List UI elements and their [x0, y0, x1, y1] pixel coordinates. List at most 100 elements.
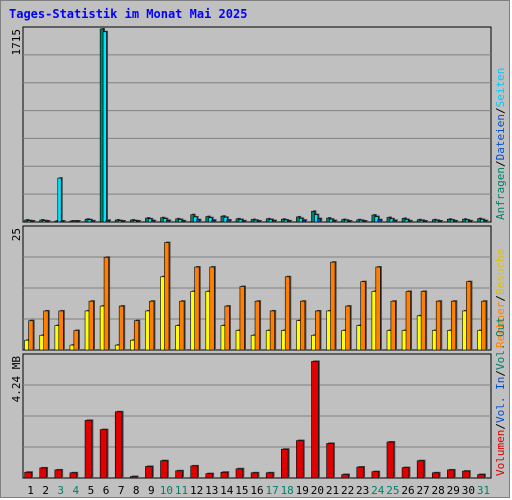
bar-seiten-6	[105, 220, 110, 223]
x-tick-label-31: 31	[477, 484, 490, 497]
panel-top	[22, 26, 492, 223]
bar-rechner-24	[375, 266, 381, 351]
bar-rechner-18	[284, 276, 291, 351]
bar-rechner-22	[345, 305, 351, 351]
bar-rechner-23	[360, 281, 366, 351]
x-tick-label-19: 19	[296, 484, 309, 497]
bar-seiten-7	[120, 220, 125, 223]
bar-rechner-29	[450, 300, 457, 351]
bar-shadow	[74, 220, 78, 221]
bar-shadow	[288, 219, 293, 221]
bar-rechner-25	[390, 300, 396, 351]
bar-seiten-12	[196, 219, 201, 223]
bar-seiten-26	[407, 220, 412, 223]
legend-item: /	[494, 295, 507, 302]
bar-volumen-12	[190, 465, 198, 479]
bar-volumen-13	[205, 473, 213, 479]
bar-shadow	[258, 220, 262, 221]
bar-rechner-17	[269, 310, 275, 351]
x-tick-label-14: 14	[220, 484, 234, 497]
bar-shadow	[71, 220, 75, 221]
bar-seiten-2	[45, 220, 50, 223]
bar-shadow	[243, 219, 247, 221]
bar-shadow	[183, 219, 187, 221]
bar-volumen-8	[130, 476, 138, 479]
bar-rechner-4	[73, 330, 79, 351]
x-tick-label-18: 18	[281, 484, 294, 497]
bar-seiten-1	[30, 220, 35, 223]
bar-seiten-3	[60, 220, 65, 223]
bar-volumen-25	[386, 441, 395, 479]
x-tick-label-13: 13	[205, 484, 218, 497]
bar-volumen-17	[265, 472, 274, 479]
legend-item: Dateien	[494, 114, 507, 160]
bar-seiten-22	[347, 220, 352, 223]
bar-shadow	[484, 219, 489, 221]
bar-shadow	[119, 219, 124, 221]
bar-shadow	[62, 220, 66, 221]
bar-volumen-10	[160, 460, 168, 479]
bar-rechner-30	[466, 281, 472, 351]
bar-seiten-4	[75, 220, 80, 223]
bar-rechner-6	[103, 256, 109, 351]
legend-item: /	[494, 160, 507, 167]
legend-top: Anfragen/Dateien/Seiten	[494, 68, 507, 220]
bar-shadow	[137, 220, 142, 221]
legend-middle: Rechner/Besuche	[494, 249, 507, 348]
bar-seiten-5	[90, 220, 95, 223]
x-tick-label-27: 27	[416, 484, 429, 497]
bar-seiten-10	[166, 220, 171, 223]
bar-volumen-6	[99, 429, 108, 479]
bar-rechner-2	[43, 310, 49, 351]
x-tick-label-1: 1	[27, 484, 34, 497]
bar-seiten-13	[211, 219, 216, 223]
bar-seiten-11	[181, 220, 186, 223]
bar-volumen-1	[24, 471, 32, 479]
bar-volumen-27	[416, 460, 425, 479]
bar-rechner-9	[149, 300, 155, 351]
bar-rechner-7	[118, 305, 124, 351]
bar-seiten-15	[241, 220, 246, 223]
legend-item: Seiten	[494, 68, 507, 108]
y-max-label-bottom: 4.24 MB	[10, 356, 23, 403]
bar-seiten-29	[452, 220, 457, 223]
bar-seiten-23	[362, 220, 367, 223]
bar-shadow	[134, 219, 139, 221]
legend-item: Besuche	[494, 249, 507, 295]
bar-rechner-28	[435, 300, 442, 351]
bar-rechner-19	[300, 300, 306, 351]
x-tick-label-24: 24	[371, 484, 385, 497]
bar-volumen-30	[462, 470, 470, 479]
x-tick-label-20: 20	[311, 484, 324, 497]
bar-rechner-5	[88, 300, 94, 351]
bar-shadow	[92, 219, 96, 221]
bar-seiten-16	[256, 220, 261, 223]
bar-volumen-20	[311, 361, 319, 479]
bar-seiten-31	[483, 220, 488, 223]
bar-volumen-18	[281, 448, 289, 479]
x-tick-label-26: 26	[401, 484, 414, 497]
x-tick-label-25: 25	[386, 484, 399, 497]
x-tick-label-30: 30	[462, 484, 475, 497]
x-tick-label-5: 5	[88, 484, 95, 497]
x-tick-label-11: 11	[175, 484, 188, 497]
bar-rechner-20	[315, 310, 321, 351]
bar-rechner-21	[330, 261, 336, 351]
bar-dateien-6	[102, 31, 107, 223]
bar-shadow	[333, 219, 338, 221]
bar-volumen-5	[84, 420, 93, 479]
bar-rechner-14	[224, 305, 230, 351]
bar-volumen-19	[296, 440, 304, 479]
bar-rechner-26	[405, 291, 411, 351]
bar-volumen-4	[69, 472, 78, 479]
bar-shadow	[77, 220, 81, 221]
x-tick-label-8: 8	[133, 484, 140, 497]
bar-rechner-1	[28, 320, 34, 351]
bar-seiten-30	[468, 220, 473, 223]
bar-seiten-27	[422, 220, 427, 223]
bar-rechner-10	[164, 242, 170, 351]
bar-shadow	[47, 220, 51, 221]
x-tick-label-6: 6	[103, 484, 110, 497]
bar-volumen-7	[114, 411, 123, 479]
